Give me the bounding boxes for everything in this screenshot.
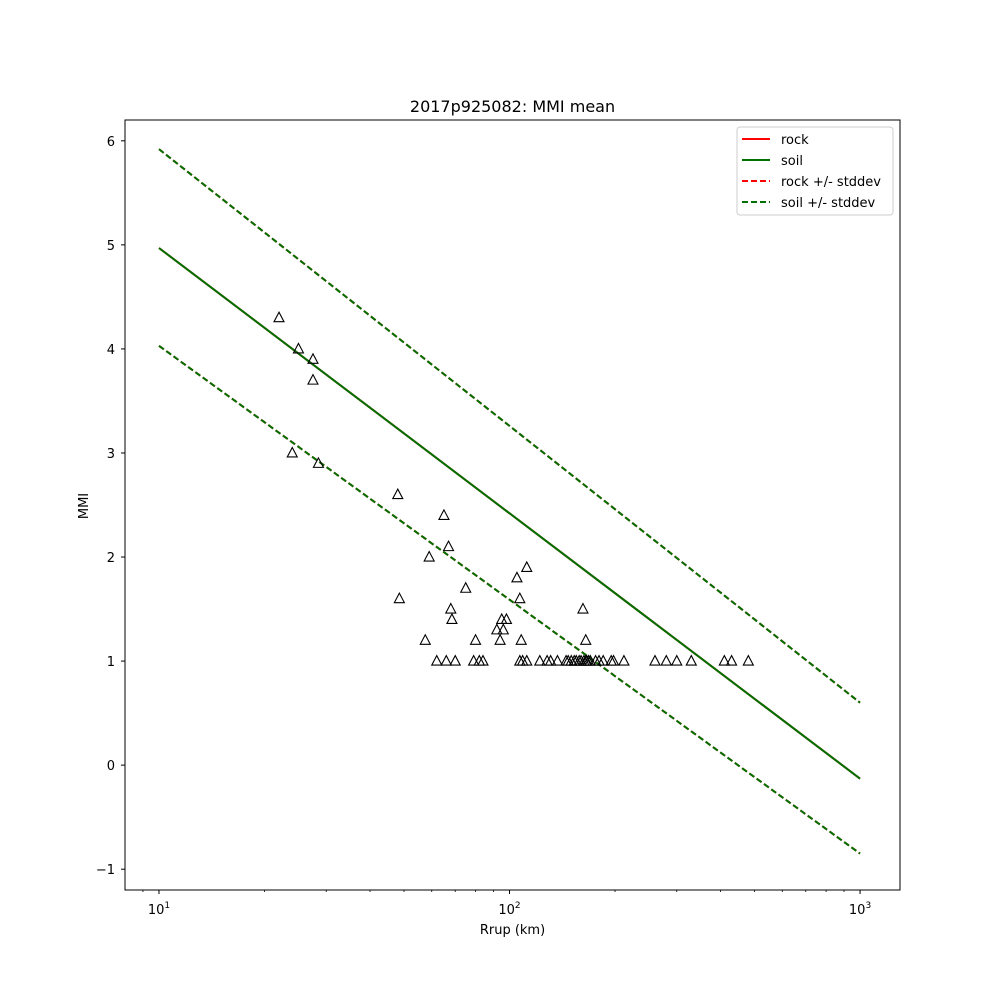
y-tick-label: 3: [107, 447, 115, 462]
data-point: [307, 373, 319, 385]
plot-frame: [124, 119, 901, 891]
data-point: [312, 456, 325, 468]
y-tick-label: −1: [96, 863, 115, 878]
data-point: [469, 633, 482, 645]
data-point: [725, 654, 738, 666]
data-point: [497, 623, 510, 635]
data-point: [649, 654, 661, 666]
data-point: [500, 612, 513, 625]
data-point: [579, 633, 592, 645]
data-point: [490, 623, 503, 635]
data-point: [292, 342, 305, 354]
data-point: [520, 654, 533, 666]
data-point: [449, 654, 462, 666]
data-point: [442, 539, 455, 552]
legend-label: rock +/- stddev: [781, 175, 881, 190]
data-point: [273, 311, 285, 323]
legend: rock soil rock +/- stddev soil +/- stddev: [736, 126, 894, 216]
data-point: [393, 591, 406, 604]
data-point: [617, 654, 630, 666]
data-point: [440, 654, 453, 666]
data-point: [438, 508, 450, 520]
data-point: [533, 654, 546, 666]
data-point: [742, 654, 755, 666]
series-line-1: [158, 247, 861, 780]
x-tick-base: 10: [498, 903, 515, 918]
data-point: [307, 352, 319, 364]
data-point: [419, 633, 432, 645]
data-point: [494, 633, 507, 645]
data-point: [577, 602, 589, 614]
y-tick-label: 5: [107, 239, 115, 254]
legend-label: soil: [781, 154, 803, 169]
data-point: [467, 654, 480, 666]
plot-area: [158, 148, 861, 855]
legend-label: rock: [781, 133, 809, 148]
x-tick-exponent: 2: [515, 901, 521, 911]
x-axis-label: Rrup (km): [480, 923, 545, 938]
chart-title: 2017p925082: MMI mean: [410, 97, 615, 116]
data-point: [286, 446, 299, 458]
data-point: [444, 602, 457, 614]
legend-box: [736, 126, 894, 216]
data-point: [459, 581, 472, 593]
data-point: [511, 571, 523, 583]
data-point: [446, 612, 458, 625]
x-tick-base: 10: [148, 903, 165, 918]
y-tick-label: 0: [107, 759, 115, 774]
x-tick-label: 101: [148, 901, 170, 918]
data-point: [430, 654, 443, 666]
x-tick-exponent: 3: [865, 901, 871, 911]
data-point: [718, 654, 731, 666]
data-point: [607, 654, 620, 666]
data-point: [544, 654, 557, 666]
data-point: [597, 654, 610, 666]
series-line-3-lower: [158, 344, 861, 855]
y-tick-label: 1: [107, 655, 115, 670]
data-point: [685, 654, 698, 666]
data-point: [477, 654, 489, 666]
data-point: [520, 560, 533, 572]
x-tick-base: 10: [849, 903, 866, 918]
x-tick-label: 103: [849, 901, 871, 918]
y-tick-label: 6: [107, 135, 115, 150]
data-point: [670, 654, 683, 666]
data-point: [513, 591, 526, 604]
data-point: [423, 550, 436, 562]
series-line-3: [158, 148, 861, 704]
y-axis-label: MMI: [77, 493, 92, 519]
y-tick-label: 2: [107, 551, 115, 566]
x-tick-label: 102: [498, 901, 520, 918]
x-tick-exponent: 1: [164, 901, 170, 911]
data-point: [391, 487, 404, 500]
data-point: [515, 633, 528, 645]
legend-label: soil +/- stddev: [781, 196, 876, 211]
data-point: [660, 654, 673, 666]
y-tick-label: 4: [107, 343, 115, 358]
data-point: [551, 654, 564, 666]
